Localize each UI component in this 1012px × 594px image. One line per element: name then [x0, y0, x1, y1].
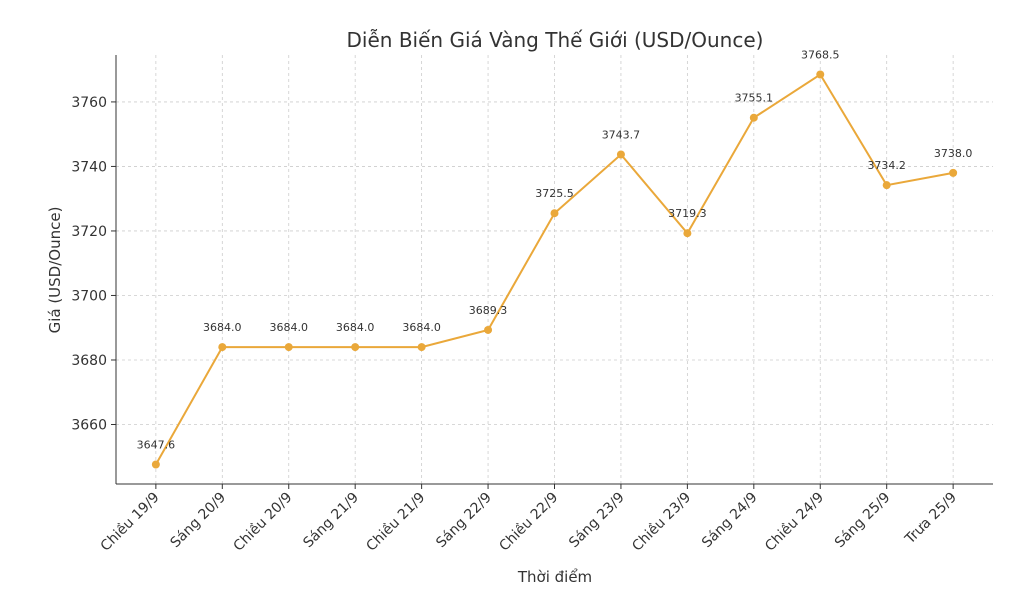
x-tick-label: Chiều 22/9 — [496, 489, 562, 555]
x-tick-label: Sáng 23/9 — [566, 490, 628, 552]
point — [218, 343, 227, 352]
x-tick-label: Sáng 22/9 — [433, 490, 495, 552]
data-label: 3768.5 — [801, 49, 840, 62]
x-tick-label: Sáng 24/9 — [699, 490, 761, 552]
x-tick-label: Chiều 24/9 — [761, 489, 827, 555]
x-tick-label: Chiều 23/9 — [629, 489, 695, 555]
x-tick-label: Trưa 25/9 — [902, 490, 960, 548]
y-axis-label: Giá (USD/Ounce) — [46, 207, 64, 334]
point — [949, 168, 958, 177]
data-label: 3684.0 — [336, 321, 375, 334]
x-tick-label: Sáng 20/9 — [168, 490, 230, 552]
point — [816, 70, 825, 79]
chart-title: Diễn Biến Giá Vàng Thế Giới (USD/Ounce) — [347, 28, 764, 52]
point — [616, 150, 625, 159]
x-tick-label: Chiều 20/9 — [230, 489, 296, 555]
data-label: 3684.0 — [269, 321, 308, 334]
data-label: 3689.3 — [469, 304, 508, 317]
x-tick-label: Chiều 21/9 — [363, 489, 429, 555]
data-label: 3738.0 — [934, 147, 973, 160]
data-label: 3684.0 — [402, 321, 441, 334]
point — [484, 325, 493, 334]
point — [151, 460, 160, 469]
x-tick-label: Sáng 25/9 — [832, 490, 894, 552]
data-label: 3755.1 — [735, 92, 774, 105]
point — [683, 229, 692, 238]
point — [417, 343, 426, 352]
y-tick-label: 3700 — [71, 288, 107, 304]
data-label: 3734.2 — [867, 159, 906, 172]
y-tick-label: 3760 — [71, 95, 107, 111]
y-tick-label: 3720 — [71, 224, 107, 240]
data-label: 3647.6 — [137, 439, 176, 452]
data-label: 3725.5 — [535, 187, 574, 200]
point — [284, 343, 293, 352]
point — [749, 113, 758, 122]
y-tick-label: 3680 — [71, 353, 107, 369]
x-axis-label: Thời điểm — [517, 568, 592, 586]
point — [351, 343, 360, 352]
x-tick-label: Sáng 21/9 — [300, 490, 362, 552]
point — [882, 181, 891, 190]
x-tick-label: Chiều 19/9 — [97, 489, 163, 555]
data-label: 3684.0 — [203, 321, 242, 334]
data-label: 3719.3 — [668, 207, 707, 220]
data-label: 3743.7 — [602, 129, 641, 142]
point — [550, 209, 559, 218]
y-tick-label: 3660 — [71, 418, 107, 434]
y-tick-label: 3740 — [71, 159, 107, 175]
